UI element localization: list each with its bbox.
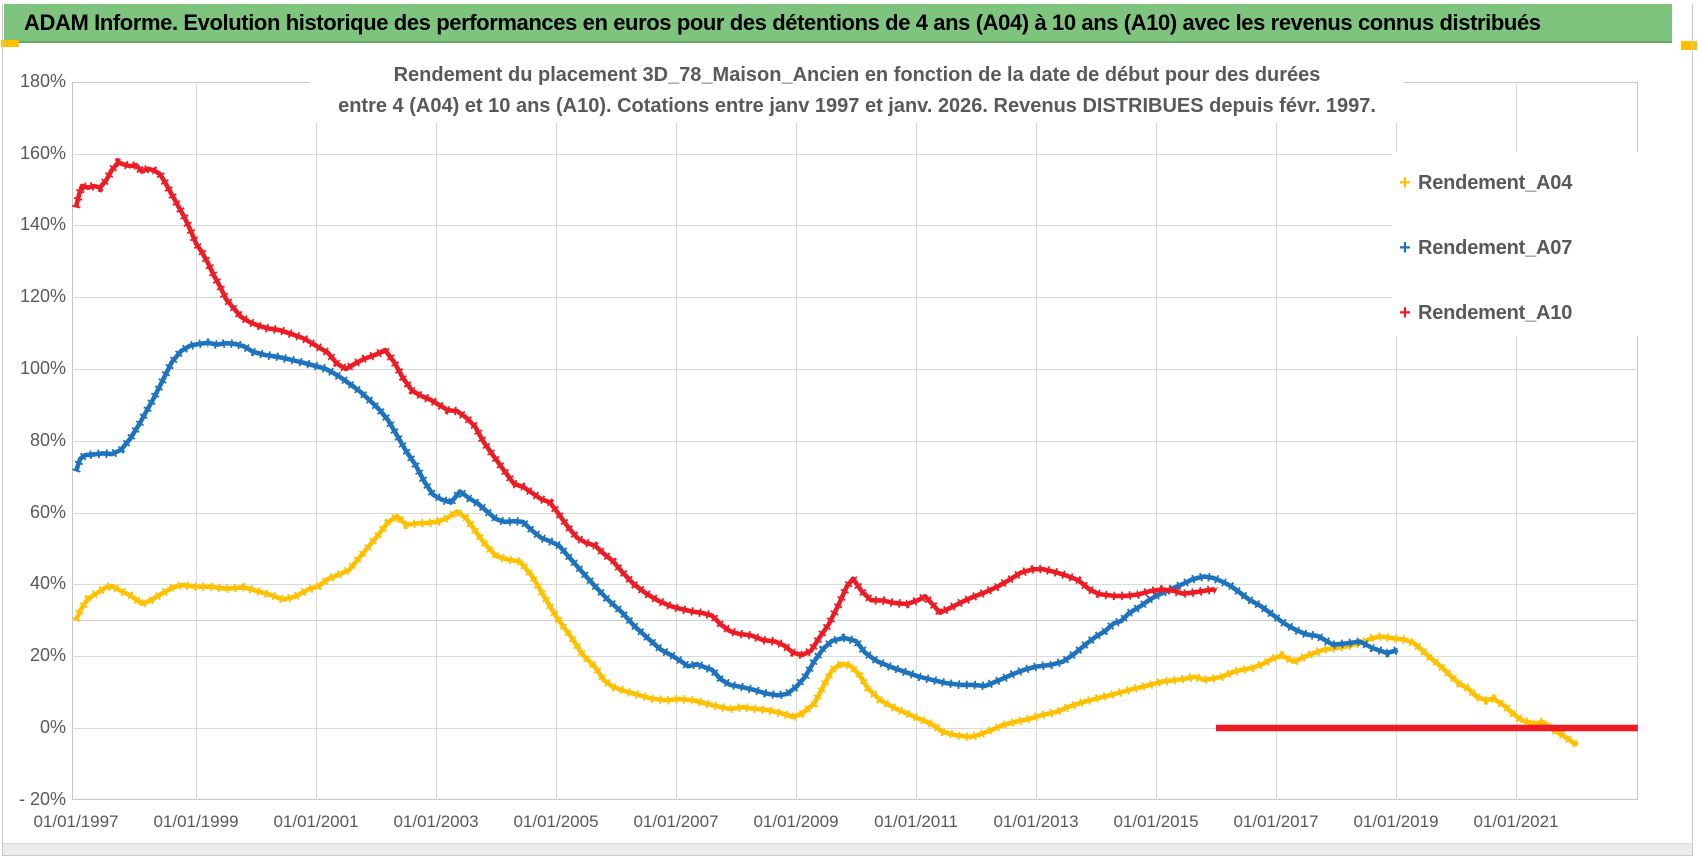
v-gridline bbox=[916, 82, 917, 800]
x-tick-label: 01/01/2019 bbox=[1353, 812, 1439, 831]
legend-item-rendement-a07[interactable]: + Rendement_A07 bbox=[1392, 233, 1638, 263]
window-left-border bbox=[2, 4, 3, 855]
bottom-bar bbox=[3, 843, 1692, 856]
v-gridline bbox=[676, 82, 677, 800]
v-gridline bbox=[1036, 82, 1037, 800]
y-tick-label: 180% bbox=[19, 70, 66, 91]
x-tick-label: 01/01/2013 bbox=[993, 812, 1079, 831]
y-tick-label: 20% bbox=[29, 645, 66, 666]
legend-item-rendement-a04[interactable]: + Rendement_A04 bbox=[1392, 168, 1638, 198]
plus-marker-icon: + bbox=[1399, 171, 1411, 194]
window-right-border bbox=[1692, 4, 1693, 855]
v-gridline bbox=[436, 82, 437, 800]
y-tick-label: 140% bbox=[19, 214, 66, 235]
h-gridline bbox=[72, 656, 1638, 658]
h-gridline bbox=[72, 225, 1638, 227]
v-gridline bbox=[316, 82, 317, 800]
legend-item-rendement-a10[interactable]: + Rendement_A10 bbox=[1392, 298, 1638, 328]
legend-label: Rendement_A04 bbox=[1418, 171, 1573, 194]
v-gridline bbox=[796, 82, 797, 800]
legend-label: Rendement_A10 bbox=[1418, 301, 1573, 324]
x-tick-label: 01/01/1999 bbox=[153, 812, 239, 831]
v-gridline bbox=[1396, 82, 1397, 800]
x-tick-label: 01/01/2015 bbox=[1113, 812, 1199, 831]
series-rendement-a07-markers bbox=[71, 338, 1399, 700]
v-gridline bbox=[1516, 82, 1517, 800]
v-gridline bbox=[196, 82, 197, 800]
h-gridline bbox=[72, 728, 1638, 729]
x-tick-label: 01/01/2001 bbox=[273, 812, 359, 831]
v-gridline bbox=[1276, 82, 1277, 800]
v-gridline bbox=[1156, 82, 1157, 800]
x-tick-label: 01/01/2007 bbox=[633, 812, 719, 831]
plus-marker-icon: + bbox=[1399, 301, 1411, 324]
y-tick-label: 60% bbox=[29, 501, 66, 522]
x-tick-label: 01/01/1997 bbox=[33, 812, 119, 831]
x-tick-label: 01/01/2021 bbox=[1473, 812, 1559, 831]
y-tick-label: 80% bbox=[29, 429, 66, 450]
chart-title[interactable]: Rendement du placement 3D_78_Maison_Anci… bbox=[310, 60, 1404, 122]
y-tick-label: 0% bbox=[39, 717, 66, 737]
x-tick-label: 01/01/2009 bbox=[753, 812, 839, 831]
y-tick-label: 100% bbox=[19, 358, 66, 378]
selection-handle-top-left[interactable] bbox=[1, 40, 19, 47]
y-tick-label: 120% bbox=[19, 286, 66, 307]
series-rendement-a10-markers bbox=[71, 157, 1218, 660]
chart-legend[interactable]: + Rendement_A04 + Rendement_A07 + Rendem… bbox=[1392, 152, 1638, 336]
h-gridline bbox=[72, 440, 1638, 442]
h-gridline bbox=[72, 153, 1638, 155]
h-gridline bbox=[72, 369, 1638, 370]
selection-handle-top-right[interactable] bbox=[1681, 41, 1697, 50]
x-tick-label: 01/01/2005 bbox=[513, 812, 599, 831]
x-tick-label: 01/01/2003 bbox=[393, 812, 479, 831]
y-tick-label: - 20% bbox=[18, 788, 66, 809]
x-tick-label: 01/01/2017 bbox=[1233, 812, 1319, 831]
chart-title-line1: Rendement du placement 3D_78_Maison_Anci… bbox=[393, 64, 1321, 86]
header-banner: ADAM Informe. Evolution historique des p… bbox=[4, 4, 1672, 43]
chart-title-line2: entre 4 (A04) et 10 ans (A10). Cotations… bbox=[338, 95, 1376, 117]
series-rendement-a10[interactable] bbox=[73, 160, 1218, 658]
legend-label: Rendement_A07 bbox=[1418, 236, 1573, 259]
reference-line-30pct bbox=[72, 620, 1638, 622]
h-gridline bbox=[72, 297, 1638, 299]
v-gridline bbox=[556, 82, 557, 800]
y-tick-label: 40% bbox=[29, 573, 66, 594]
plus-marker-icon: + bbox=[1399, 236, 1411, 259]
series-rendement-a07[interactable] bbox=[73, 340, 1399, 698]
y-tick-label: 160% bbox=[19, 142, 66, 163]
h-gridline bbox=[72, 512, 1638, 514]
x-tick-label: 01/01/2011 bbox=[874, 812, 958, 831]
